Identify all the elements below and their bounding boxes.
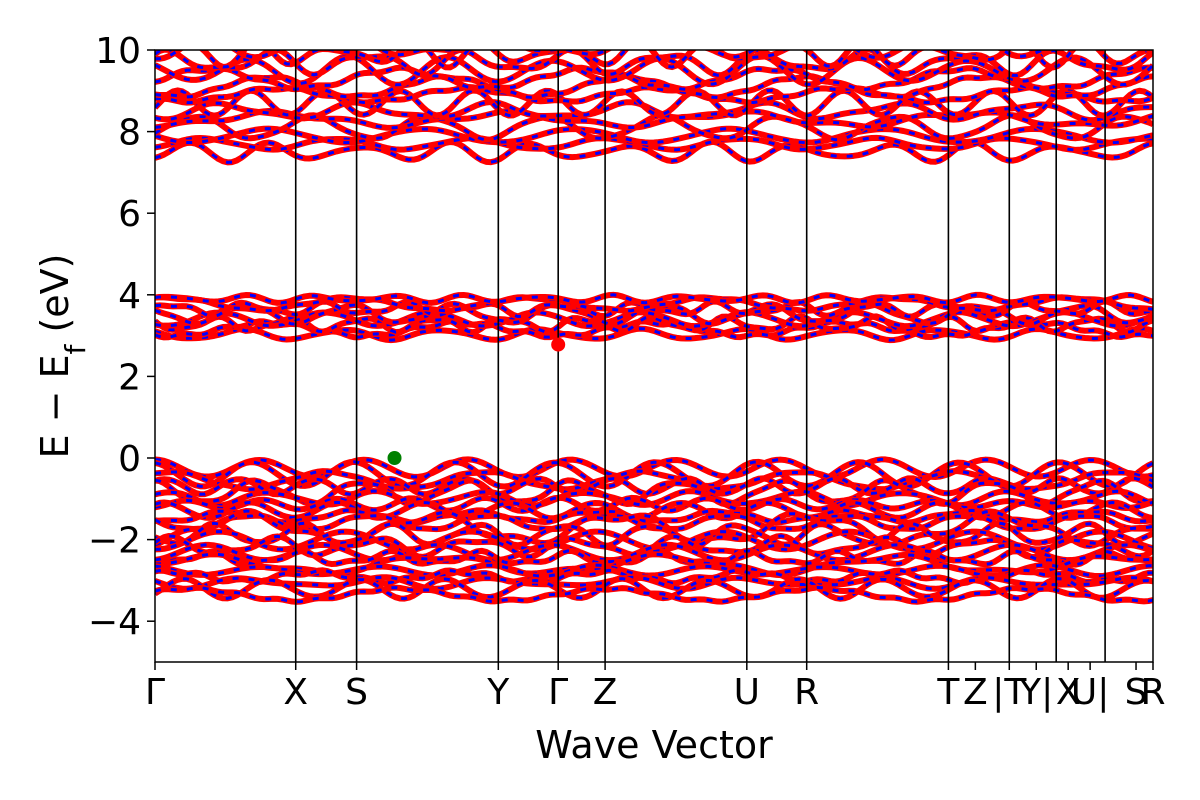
band-line-overlay: [155, 293, 1153, 305]
band-line-overlay: [155, 457, 1153, 479]
x-tick-label: R: [794, 672, 819, 713]
x-tick-label: R: [1140, 672, 1165, 713]
band-line-overlay: [155, 310, 1153, 328]
band-line-overlay: [155, 476, 1153, 496]
y-tick-label: 6: [118, 194, 141, 235]
band-line-overlay: [155, 521, 1153, 548]
band-line-overlay: [155, 577, 1153, 601]
band-line-overlay: [155, 514, 1153, 531]
band-line: [155, 584, 1153, 605]
band-line: [155, 64, 1153, 93]
y-tick-label: 2: [118, 357, 141, 398]
y-axis-ticks: −4 −2 0 2 4 6 8 10: [88, 31, 155, 643]
band-line-overlay: [155, 543, 1153, 562]
y-axis-label-unit: (eV): [33, 254, 77, 345]
x-tick-label: X: [283, 672, 308, 713]
x-tick-label: Z: [593, 672, 618, 713]
band-line: [155, 574, 1153, 592]
band-line-overlay: [155, 74, 1153, 100]
x-tick-label: Y|: [1018, 672, 1053, 713]
x-tick-label: Γ: [548, 672, 568, 713]
high-symmetry-lines: [294, 50, 1106, 662]
cbm-marker: [551, 337, 566, 352]
x-tick-label: S: [1125, 672, 1148, 713]
band-line-overlay: [155, 314, 1153, 334]
band-line-overlay: [155, 500, 1153, 520]
band-line: [155, 50, 1153, 71]
band-line-overlay: [155, 552, 1153, 577]
band-line-overlay: [155, 534, 1153, 559]
x-tick-label: Γ: [145, 672, 165, 713]
band-line: [155, 494, 1153, 514]
band-line-overlay: [155, 319, 1153, 339]
y-tick-label: −4: [88, 602, 141, 643]
vbm-marker: [387, 451, 402, 465]
y-tick-label: 10: [95, 31, 141, 72]
y-axis-label-main: E − E: [33, 354, 77, 458]
band-line-overlay: [155, 568, 1153, 585]
x-axis-ticks: Γ X S Y Γ Z U R T Z |TY| XU| SR: [145, 662, 1166, 713]
band-line-overlay: [155, 302, 1153, 326]
band-line-overlay: [155, 469, 1153, 491]
plot-frame: [154, 49, 1154, 663]
band-line: [155, 294, 1153, 314]
y-axis-label: E − Ef (eV): [33, 254, 92, 459]
band-line-overlay: [155, 460, 1153, 489]
band-line: [155, 125, 1153, 146]
y-axis-label-sub: f: [59, 343, 92, 354]
x-tick-label: S: [345, 672, 368, 713]
x-tick-label: Z: [963, 672, 988, 713]
y-tick-label: 0: [118, 439, 141, 480]
band-line: [155, 138, 1153, 166]
y-tick-label: 4: [118, 276, 141, 317]
band-lines: [155, 50, 1153, 605]
y-tick-label: 8: [118, 113, 141, 154]
x-tick-label: X: [1056, 672, 1081, 713]
band-edge-markers: [387, 337, 566, 465]
band-line-overlay: [155, 327, 1153, 342]
x-tick-label: Y: [486, 672, 510, 713]
x-tick-label: U: [734, 672, 760, 713]
band-line-overlay: [155, 88, 1153, 118]
x-tick-label: T: [936, 672, 960, 713]
x-axis-label: Wave Vector: [535, 723, 773, 767]
y-tick-label: −2: [88, 521, 141, 562]
band-line-overlay: [155, 85, 1153, 105]
x-tick-label: U|: [1071, 672, 1109, 713]
x-tick-label: |T: [992, 672, 1027, 713]
